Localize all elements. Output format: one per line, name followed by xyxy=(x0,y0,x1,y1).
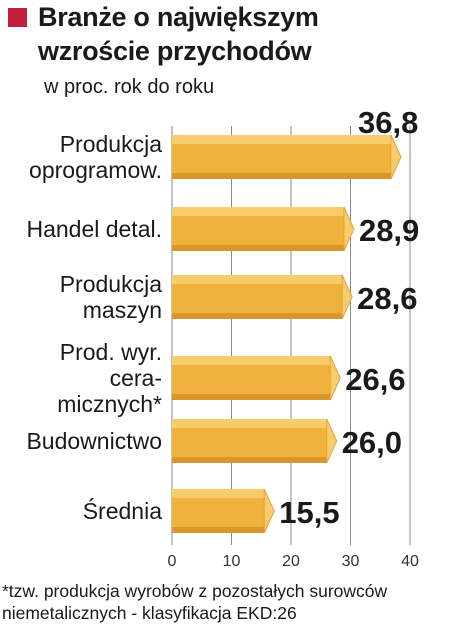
bar-shadow xyxy=(172,245,344,251)
bar-shadow xyxy=(172,527,265,533)
bar-shadow xyxy=(172,173,391,179)
value-label: 26,0 xyxy=(342,425,402,460)
value-label: 28,6 xyxy=(357,281,417,316)
x-tick-label: 20 xyxy=(282,553,300,570)
bar-highlight xyxy=(172,489,265,498)
category-label: micznych* xyxy=(57,391,162,417)
footnote-line-1: *tzw. produkcja wyrobów z pozostałych su… xyxy=(2,581,388,601)
bar-highlight xyxy=(172,356,331,365)
category-label: Budownictwo xyxy=(26,428,162,454)
value-label: 26,6 xyxy=(345,362,405,397)
bar-shadow xyxy=(172,313,343,319)
bar-highlight xyxy=(172,419,327,428)
category-label: Handel detal. xyxy=(26,216,162,242)
bar-shadow xyxy=(172,457,327,463)
category-label: oprogramow. xyxy=(29,157,162,183)
x-tick-label: 0 xyxy=(168,553,177,570)
bar-tip xyxy=(341,274,353,320)
bar-tip xyxy=(263,488,275,534)
bar-tip xyxy=(390,134,402,180)
x-tick-label: 40 xyxy=(401,553,419,570)
value-label: 36,8 xyxy=(358,105,418,140)
footnote: *tzw. produkcja wyrobów z pozostałych su… xyxy=(2,580,453,624)
category-label: Średnia xyxy=(83,497,162,524)
x-tick-label: 10 xyxy=(223,553,241,570)
chart-subtitle: w proc. rok do roku xyxy=(44,76,215,98)
value-label: 28,9 xyxy=(359,213,419,248)
chart-title-line-2: wzroście przychodów xyxy=(38,36,312,66)
category-label: cera- xyxy=(110,365,162,391)
bar-highlight xyxy=(172,275,343,284)
value-label: 15,5 xyxy=(279,495,339,530)
category-label: Produkcja xyxy=(60,271,162,297)
category-label: maszyn xyxy=(83,297,162,323)
bar-tip xyxy=(329,355,341,401)
x-tick-label: 30 xyxy=(342,553,360,570)
bar-shadow xyxy=(172,394,331,400)
category-label: Produkcja xyxy=(60,131,162,157)
chart-title: Branże o największym wzroście przychodów xyxy=(38,0,319,68)
bar-chart: 0 10 20 30 40Produkcjaoprogramow.36,8Handel … xyxy=(26,105,419,570)
title-marker-square xyxy=(8,8,27,27)
bar-tip xyxy=(326,418,338,464)
bar-highlight xyxy=(172,207,344,216)
bar-tip xyxy=(343,206,355,252)
category-label: Prod. wyr. xyxy=(60,339,162,365)
footnote-line-2: niemetalicznych - klasyfikacja EKD:26 xyxy=(2,603,297,623)
bar-highlight xyxy=(172,135,391,144)
chart-title-line-1: Branże o największym xyxy=(38,2,319,32)
